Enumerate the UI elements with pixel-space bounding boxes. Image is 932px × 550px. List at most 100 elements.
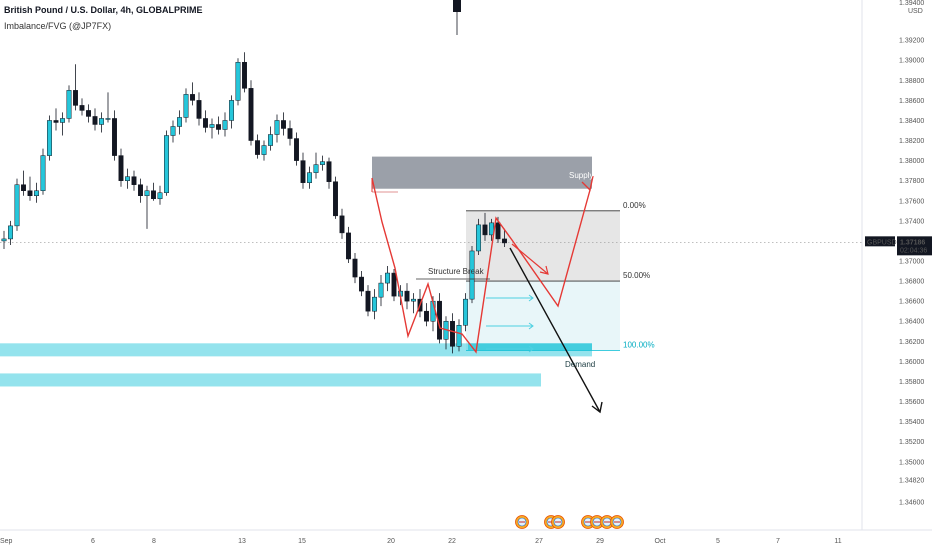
price-tick-label: 1.35000 [899, 459, 924, 466]
event-icons [515, 515, 624, 529]
candle[interactable] [203, 118, 208, 128]
candle[interactable] [450, 320, 455, 347]
candle[interactable] [164, 135, 169, 193]
candle[interactable] [404, 290, 410, 302]
candle[interactable] [138, 184, 143, 197]
candle[interactable] [92, 116, 98, 125]
candle[interactable] [86, 110, 91, 117]
candle[interactable] [261, 145, 267, 155]
candle[interactable] [359, 276, 364, 292]
candle[interactable] [255, 140, 260, 155]
candle[interactable] [27, 190, 33, 197]
candle[interactable] [190, 94, 195, 101]
candle[interactable] [209, 124, 215, 128]
candle[interactable] [125, 176, 130, 181]
candle[interactable] [1, 238, 7, 242]
projection-red-arrow[interactable] [511, 243, 549, 275]
time-tick-label: 13 [238, 538, 246, 545]
candle[interactable] [242, 61, 247, 89]
symbol-badge[interactable] [865, 236, 895, 247]
candle[interactable] [99, 118, 104, 125]
candle[interactable] [118, 155, 124, 181]
candle[interactable] [66, 90, 72, 119]
current-price-badge[interactable] [897, 236, 932, 256]
candle[interactable] [47, 120, 52, 156]
time-tick-label: 5 [716, 538, 720, 545]
candle[interactable] [307, 172, 312, 183]
zones-layer [0, 156, 620, 387]
candle[interactable] [326, 161, 332, 182]
candle[interactable] [248, 88, 254, 141]
fib-label: 0.00% [623, 201, 646, 210]
candle[interactable] [170, 126, 176, 136]
arrow-head-icon [591, 401, 603, 414]
candle[interactable] [112, 118, 117, 156]
candle[interactable] [378, 282, 384, 298]
time-tick-label: 20 [387, 538, 395, 545]
candle[interactable] [463, 298, 468, 326]
candle[interactable] [14, 184, 20, 227]
candle[interactable] [502, 238, 507, 244]
arrow-head-icon [539, 265, 549, 275]
candle[interactable] [151, 190, 156, 200]
time-tick-label: 6 [91, 538, 95, 545]
projection-black-arrow[interactable] [509, 247, 601, 413]
candle[interactable] [183, 94, 189, 118]
candle[interactable] [287, 128, 293, 139]
candle[interactable] [482, 224, 488, 236]
candle[interactable] [300, 160, 306, 183]
candle[interactable] [495, 222, 501, 240]
candle[interactable] [144, 190, 150, 197]
candle[interactable] [320, 161, 325, 165]
candle[interactable] [53, 120, 59, 123]
candle[interactable] [177, 117, 182, 127]
candle[interactable] [456, 325, 462, 347]
candle[interactable] [222, 120, 228, 130]
candle[interactable] [294, 138, 299, 161]
candle[interactable] [411, 298, 416, 302]
lower-demand-band[interactable] [0, 373, 541, 387]
candle[interactable] [196, 100, 202, 119]
candle[interactable] [34, 190, 39, 197]
time-axis: Sep 6 8 13 15 20 22 27 29 Oct 5 7 11 [0, 529, 932, 545]
price-tick-label: 1.38600 [899, 98, 924, 105]
candle[interactable] [453, 0, 461, 12]
candle[interactable] [476, 224, 481, 252]
supply-zone[interactable] [372, 156, 592, 189]
candle[interactable] [274, 120, 280, 135]
candle[interactable] [60, 118, 65, 123]
candle[interactable] [235, 61, 241, 101]
candle[interactable] [229, 100, 234, 121]
demand-band[interactable] [0, 343, 592, 357]
candle[interactable] [391, 272, 397, 297]
candle[interactable] [21, 184, 26, 191]
candle[interactable] [365, 290, 371, 312]
candle[interactable] [105, 118, 111, 120]
candle[interactable] [79, 105, 85, 111]
candle[interactable] [313, 164, 319, 173]
arrow-head-icon [528, 322, 534, 330]
candle[interactable] [268, 134, 273, 146]
candle[interactable] [424, 310, 429, 322]
candle[interactable] [40, 155, 46, 191]
arrow-head-icon [581, 175, 594, 192]
candle[interactable] [372, 296, 377, 312]
candle[interactable] [131, 176, 137, 185]
candle[interactable] [216, 124, 221, 130]
time-tick-label: Oct [655, 538, 666, 545]
labels-layer: Structure Break Supply Demand [428, 171, 595, 369]
price-tick-label: 1.35400 [899, 419, 924, 426]
candle[interactable] [73, 90, 78, 106]
candle[interactable] [469, 250, 475, 300]
candle[interactable] [333, 181, 338, 217]
indicator-label[interactable]: Imbalance/FVG (@JP7FX) [4, 21, 112, 31]
price-tick-label: 1.38400 [899, 118, 924, 125]
candle[interactable] [339, 215, 345, 234]
candle[interactable] [157, 192, 163, 200]
candle[interactable] [385, 272, 390, 284]
candle[interactable] [352, 258, 358, 278]
candle[interactable] [346, 232, 351, 260]
candle[interactable] [8, 225, 13, 240]
candle[interactable] [281, 120, 286, 129]
